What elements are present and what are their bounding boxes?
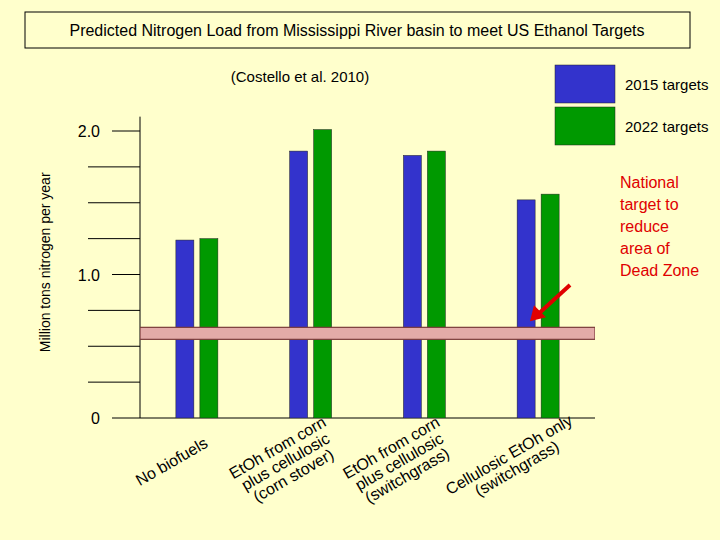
y-tick-label: 0 (91, 410, 100, 427)
legend-swatch (555, 107, 615, 145)
title-box (25, 12, 690, 48)
x-tick-label: EtOh from cornplus cellulosic(corn stove… (226, 413, 344, 510)
y-minor-tick (88, 310, 140, 311)
bar (517, 200, 535, 418)
x-tick-label: EtOh from cornplus cellulosic(switchgras… (340, 413, 458, 510)
y-tick-label: 2.0 (78, 123, 100, 140)
y-axis (140, 117, 141, 418)
y-tick (112, 418, 140, 419)
subtitle: (Costello et al. 2010) (231, 68, 369, 85)
y-minor-tick (88, 382, 140, 383)
annotation-arrow (538, 285, 570, 314)
bar (403, 155, 421, 418)
y-minor-tick (88, 202, 140, 203)
bar (314, 130, 332, 418)
y-minor-tick (88, 166, 140, 167)
y-tick-label: 1.0 (78, 267, 100, 284)
x-tick-label: Cellulosic EtOh only(switchgrass) (443, 411, 583, 511)
plot-area (140, 130, 595, 418)
x-tick-label: No biofuels (133, 434, 211, 489)
legend-label: 2015 targets (625, 76, 708, 93)
bar (290, 151, 308, 418)
y-tick (112, 274, 140, 275)
background (0, 0, 720, 540)
bar (541, 194, 559, 418)
bar (427, 151, 445, 418)
annotation-arrowhead (530, 305, 546, 321)
legend-swatch (555, 65, 615, 103)
legend-label: 2022 targets (625, 118, 708, 135)
y-tick (112, 131, 140, 132)
chart: Predicted Nitrogen Load from Mississippi… (0, 0, 720, 540)
target-band (140, 327, 595, 339)
y-axis-label: Million tons nitrogen per year (37, 172, 53, 352)
annotation: Nationaltarget toreducearea ofDead Zone (620, 174, 699, 279)
y-minor-tick (88, 238, 140, 239)
title: Predicted Nitrogen Load from Mississippi… (69, 22, 644, 39)
y-minor-tick (88, 346, 140, 347)
